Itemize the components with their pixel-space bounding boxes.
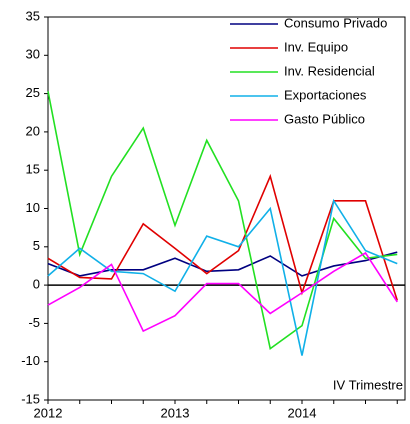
series-line bbox=[47, 173, 399, 301]
x-tick-label: 2014 bbox=[288, 405, 317, 420]
y-tick-label: 30 bbox=[26, 47, 40, 62]
series-line bbox=[47, 251, 398, 277]
legend-label: Inv. Equipo bbox=[284, 39, 348, 54]
y-tick-label: -15 bbox=[21, 391, 40, 406]
y-tick-label: 10 bbox=[26, 200, 40, 215]
x-tick-label: 2013 bbox=[161, 405, 190, 420]
y-tick-label: -5 bbox=[28, 315, 40, 330]
legend-label: Gasto Público bbox=[284, 111, 365, 126]
y-tick-label: 0 bbox=[33, 277, 40, 292]
y-tick-label: 25 bbox=[26, 85, 40, 100]
y-tick-label: 35 bbox=[26, 8, 40, 23]
y-tick-label: -10 bbox=[21, 353, 40, 368]
y-tick-label: 5 bbox=[33, 238, 40, 253]
series-line bbox=[47, 91, 398, 351]
legend-label: Exportaciones bbox=[284, 87, 367, 102]
annotation: IV Trimestre bbox=[333, 377, 403, 392]
y-tick-label: 15 bbox=[26, 162, 40, 177]
y-tick-label: 20 bbox=[26, 123, 40, 138]
legend-label: Consumo Privado bbox=[284, 15, 387, 30]
series-line bbox=[47, 251, 398, 333]
x-tick-label: 2012 bbox=[34, 405, 63, 420]
legend-label: Inv. Residencial bbox=[284, 63, 375, 78]
